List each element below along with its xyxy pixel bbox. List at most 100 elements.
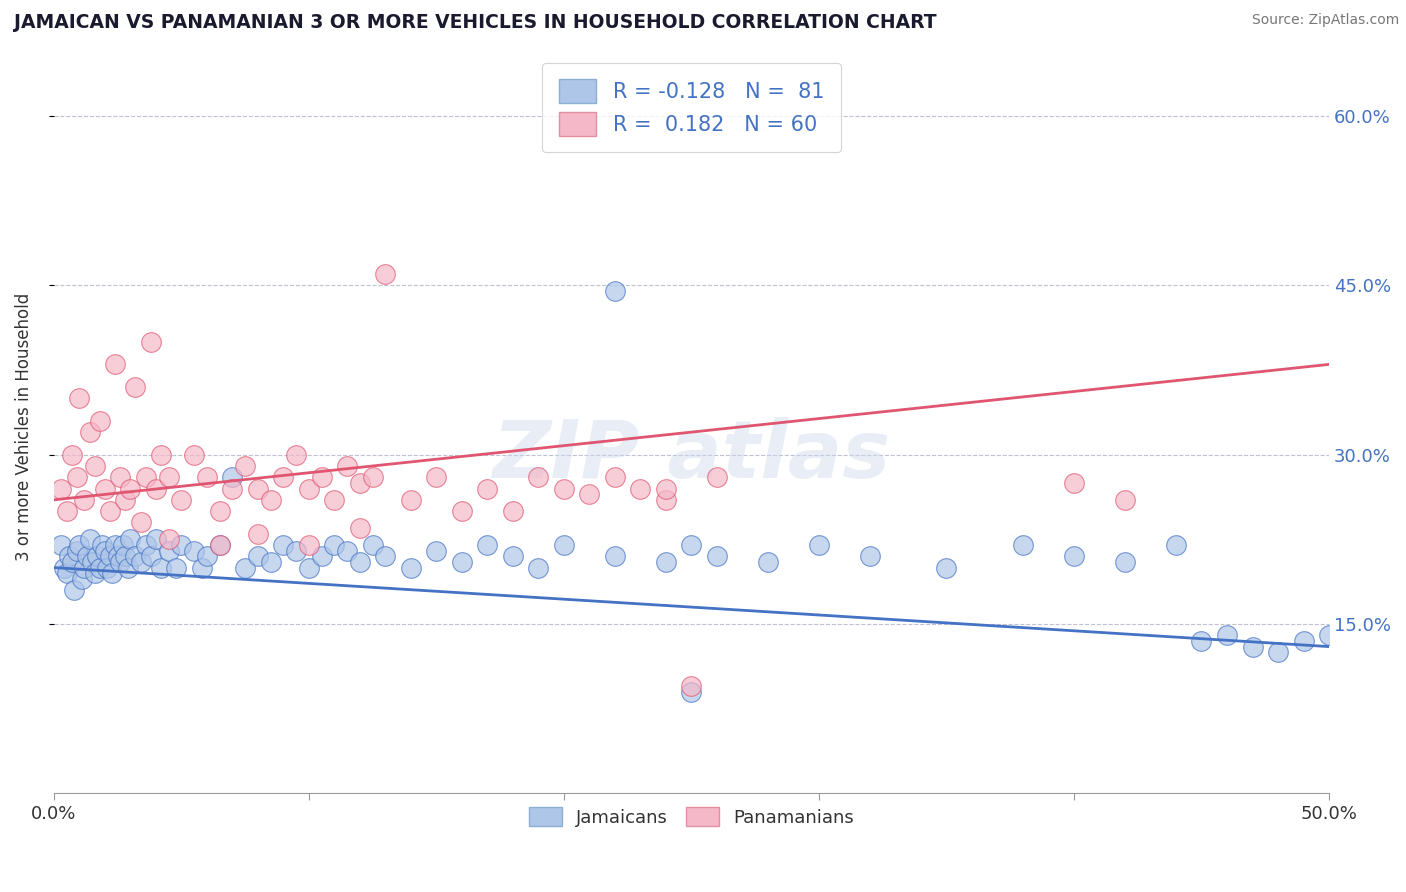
Point — [399, 560, 422, 574]
Point — [157, 543, 180, 558]
Point — [208, 538, 231, 552]
Point — [1114, 555, 1136, 569]
Point — [502, 549, 524, 564]
Point — [145, 482, 167, 496]
Point — [183, 448, 205, 462]
Point — [108, 555, 131, 569]
Point — [63, 583, 86, 598]
Text: ZIP atlas: ZIP atlas — [492, 417, 890, 495]
Point — [323, 492, 346, 507]
Point — [145, 533, 167, 547]
Point — [273, 538, 295, 552]
Point — [259, 492, 281, 507]
Point — [111, 538, 134, 552]
Point — [1241, 640, 1264, 654]
Point — [139, 334, 162, 349]
Point — [361, 470, 384, 484]
Point — [349, 475, 371, 490]
Point — [553, 482, 575, 496]
Point — [233, 560, 256, 574]
Point — [76, 549, 98, 564]
Point — [859, 549, 882, 564]
Point — [117, 560, 139, 574]
Point — [349, 555, 371, 569]
Point — [361, 538, 384, 552]
Point — [107, 549, 129, 564]
Point — [374, 267, 396, 281]
Point — [477, 482, 499, 496]
Point — [603, 470, 626, 484]
Point — [246, 549, 269, 564]
Point — [1317, 628, 1340, 642]
Point — [451, 555, 474, 569]
Point — [94, 543, 117, 558]
Point — [208, 504, 231, 518]
Text: JAMAICAN VS PANAMANIAN 3 OR MORE VEHICLES IN HOUSEHOLD CORRELATION CHART: JAMAICAN VS PANAMANIAN 3 OR MORE VEHICLE… — [14, 13, 936, 32]
Point — [114, 492, 136, 507]
Point — [79, 425, 101, 439]
Point — [323, 538, 346, 552]
Point — [221, 482, 243, 496]
Point — [706, 549, 728, 564]
Point — [66, 470, 89, 484]
Point — [79, 533, 101, 547]
Point — [94, 482, 117, 496]
Point — [221, 470, 243, 484]
Y-axis label: 3 or more Vehicles in Household: 3 or more Vehicles in Household — [15, 293, 32, 560]
Point — [807, 538, 830, 552]
Point — [477, 538, 499, 552]
Point — [183, 543, 205, 558]
Point — [66, 543, 89, 558]
Point — [67, 391, 90, 405]
Point — [298, 560, 321, 574]
Point — [655, 492, 678, 507]
Point — [104, 538, 127, 552]
Point — [756, 555, 779, 569]
Point — [527, 560, 550, 574]
Point — [195, 549, 218, 564]
Point — [399, 492, 422, 507]
Point — [104, 358, 127, 372]
Point — [120, 482, 142, 496]
Point — [86, 549, 108, 564]
Point — [298, 482, 321, 496]
Point — [311, 549, 333, 564]
Point — [578, 487, 600, 501]
Point — [655, 555, 678, 569]
Point — [527, 470, 550, 484]
Point — [1114, 492, 1136, 507]
Point — [60, 555, 83, 569]
Point — [70, 572, 93, 586]
Point — [208, 538, 231, 552]
Point — [311, 470, 333, 484]
Point — [1012, 538, 1035, 552]
Point — [108, 470, 131, 484]
Point — [129, 516, 152, 530]
Point — [83, 458, 105, 473]
Point — [98, 549, 121, 564]
Point — [246, 482, 269, 496]
Point — [170, 538, 193, 552]
Point — [89, 560, 111, 574]
Point — [114, 549, 136, 564]
Point — [349, 521, 371, 535]
Point — [190, 560, 212, 574]
Point — [655, 482, 678, 496]
Point — [139, 549, 162, 564]
Text: Source: ZipAtlas.com: Source: ZipAtlas.com — [1251, 13, 1399, 28]
Point — [285, 543, 308, 558]
Point — [935, 560, 957, 574]
Point — [89, 414, 111, 428]
Point — [55, 566, 77, 581]
Point — [98, 504, 121, 518]
Point — [374, 549, 396, 564]
Legend: Jamaicans, Panamanians: Jamaicans, Panamanians — [520, 797, 863, 836]
Point — [706, 470, 728, 484]
Point — [91, 538, 114, 552]
Point — [502, 504, 524, 518]
Point — [553, 538, 575, 552]
Point — [603, 284, 626, 298]
Point — [298, 538, 321, 552]
Point — [259, 555, 281, 569]
Point — [1063, 549, 1085, 564]
